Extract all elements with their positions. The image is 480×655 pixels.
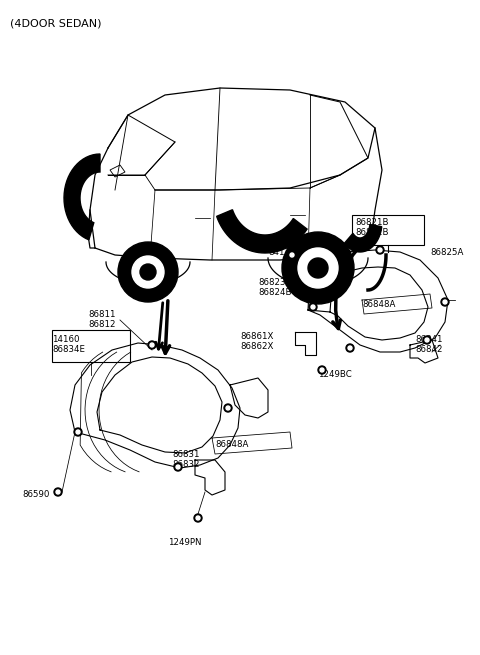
Text: 86590: 86590 <box>22 490 49 499</box>
Text: 1249PN: 1249PN <box>168 538 202 547</box>
Circle shape <box>311 305 315 309</box>
Circle shape <box>309 303 317 311</box>
Polygon shape <box>64 154 100 240</box>
Circle shape <box>318 366 326 374</box>
Text: 86825A: 86825A <box>430 248 463 257</box>
Circle shape <box>425 338 429 342</box>
Circle shape <box>298 248 338 288</box>
Circle shape <box>376 246 384 254</box>
Text: 86841
86842: 86841 86842 <box>415 335 443 354</box>
Circle shape <box>174 463 182 471</box>
Text: (4DOOR SEDAN): (4DOOR SEDAN) <box>10 18 101 28</box>
Circle shape <box>226 406 230 410</box>
Circle shape <box>118 242 178 302</box>
Circle shape <box>54 488 62 496</box>
Text: 86821B
86822B: 86821B 86822B <box>355 218 388 237</box>
Circle shape <box>308 258 328 278</box>
Bar <box>52 330 130 362</box>
Circle shape <box>194 514 202 522</box>
Circle shape <box>148 341 156 349</box>
Circle shape <box>132 256 164 288</box>
Circle shape <box>443 300 447 304</box>
Circle shape <box>348 346 352 350</box>
Circle shape <box>150 343 154 347</box>
Circle shape <box>196 516 200 520</box>
Circle shape <box>140 264 156 280</box>
Bar <box>352 215 424 245</box>
Polygon shape <box>216 210 307 253</box>
Text: 1249BC: 1249BC <box>318 370 352 379</box>
Text: 86861X
86862X: 86861X 86862X <box>240 332 274 351</box>
Circle shape <box>441 298 449 306</box>
Circle shape <box>290 253 294 257</box>
Circle shape <box>282 232 354 304</box>
Text: 14160
86834E: 14160 86834E <box>52 335 85 354</box>
Circle shape <box>378 248 382 252</box>
Circle shape <box>423 336 431 344</box>
Circle shape <box>56 490 60 494</box>
Circle shape <box>224 404 232 412</box>
Text: 86848A: 86848A <box>362 300 396 309</box>
Text: 84124A: 84124A <box>268 248 301 257</box>
Text: 86848A: 86848A <box>215 440 248 449</box>
Circle shape <box>74 428 82 436</box>
Polygon shape <box>345 225 382 252</box>
Circle shape <box>288 251 296 259</box>
Circle shape <box>176 465 180 469</box>
Circle shape <box>76 430 80 434</box>
Text: 86831
86832: 86831 86832 <box>172 450 200 470</box>
Circle shape <box>346 344 354 352</box>
Circle shape <box>320 368 324 372</box>
Text: 86811
86812: 86811 86812 <box>88 310 116 329</box>
Text: 86823C
86824B: 86823C 86824B <box>258 278 291 297</box>
